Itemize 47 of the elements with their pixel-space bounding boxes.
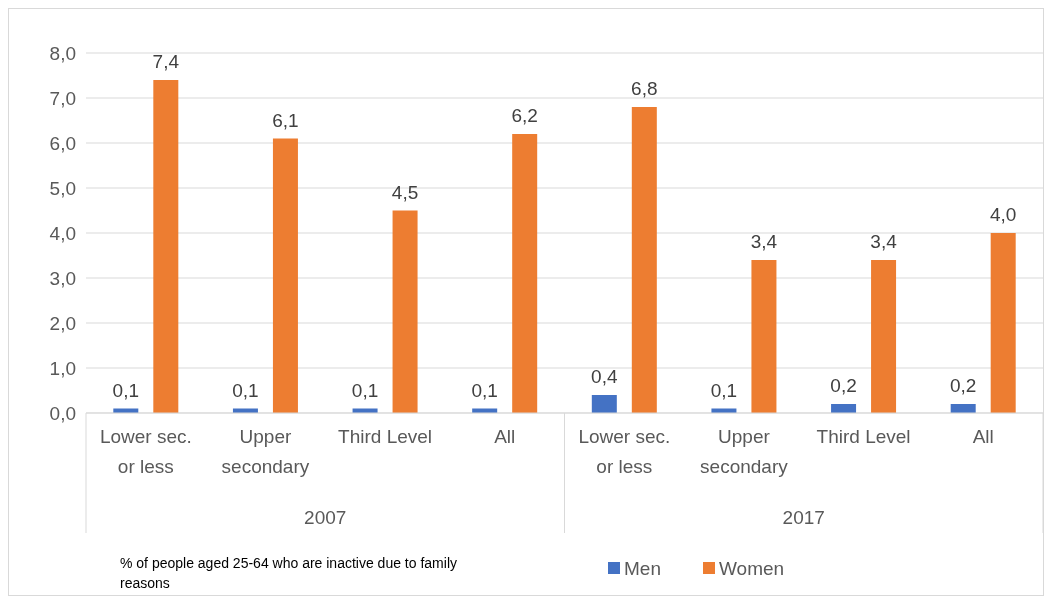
x-tick-label: Third Level xyxy=(816,426,911,447)
y-tick-label: 7,0 xyxy=(49,87,76,109)
bar xyxy=(990,233,1016,413)
data-label: 6,1 xyxy=(272,109,299,131)
data-label: 0,1 xyxy=(351,379,379,401)
bar xyxy=(153,80,179,413)
bar xyxy=(512,134,538,413)
y-tick-label: 1,0 xyxy=(49,357,76,379)
data-label: 0,2 xyxy=(949,375,977,396)
y-tick-label: 6,0 xyxy=(49,132,76,154)
data-label: 3,4 xyxy=(870,231,898,252)
x-tick-label: All xyxy=(494,426,516,447)
data-label: 0,2 xyxy=(830,375,857,396)
x-tick-label: Upper secondary xyxy=(221,426,310,477)
data-label: 6,8 xyxy=(631,78,658,99)
bar xyxy=(871,260,897,413)
bar xyxy=(272,138,298,413)
data-label: 7,4 xyxy=(152,51,180,72)
legend-label: Men xyxy=(624,557,661,579)
bar xyxy=(631,107,657,413)
data-label: 0,1 xyxy=(710,379,738,401)
y-tick-label: 8,0 xyxy=(49,42,76,64)
x-tick-label: Upper secondary xyxy=(700,426,789,477)
bar xyxy=(392,210,418,413)
data-label: 4,5 xyxy=(391,181,419,203)
text: 2007 xyxy=(304,507,347,528)
text: % of people aged 25-64 who are inactive due to family reasons xyxy=(120,555,457,591)
data-label: 0,1 xyxy=(112,379,140,401)
data-label: 0,1 xyxy=(471,379,498,401)
legend-label: Women xyxy=(719,557,785,579)
x-tick-label: Lower sec. or less xyxy=(578,426,671,477)
y-tick-label: 5,0 xyxy=(49,177,76,199)
y-tick-label: 3,0 xyxy=(49,267,76,289)
x-tick-label: Lower sec. or less xyxy=(99,426,192,477)
data-label: 4,0 xyxy=(989,204,1017,225)
text: 2017 xyxy=(782,507,825,528)
data-label: 0,4 xyxy=(591,366,618,387)
x-tick-label: All xyxy=(972,426,994,447)
data-label: 6,2 xyxy=(511,105,538,126)
y-tick-label: 2,0 xyxy=(49,312,76,334)
data-label: 3,4 xyxy=(750,231,778,252)
x-tick-label: Third Level xyxy=(338,426,433,447)
y-tick-label: 0,0 xyxy=(49,402,76,424)
bar xyxy=(591,395,617,413)
bar xyxy=(751,260,777,413)
data-label: 0,1 xyxy=(232,379,259,401)
y-tick-label: 4,0 xyxy=(49,222,76,244)
